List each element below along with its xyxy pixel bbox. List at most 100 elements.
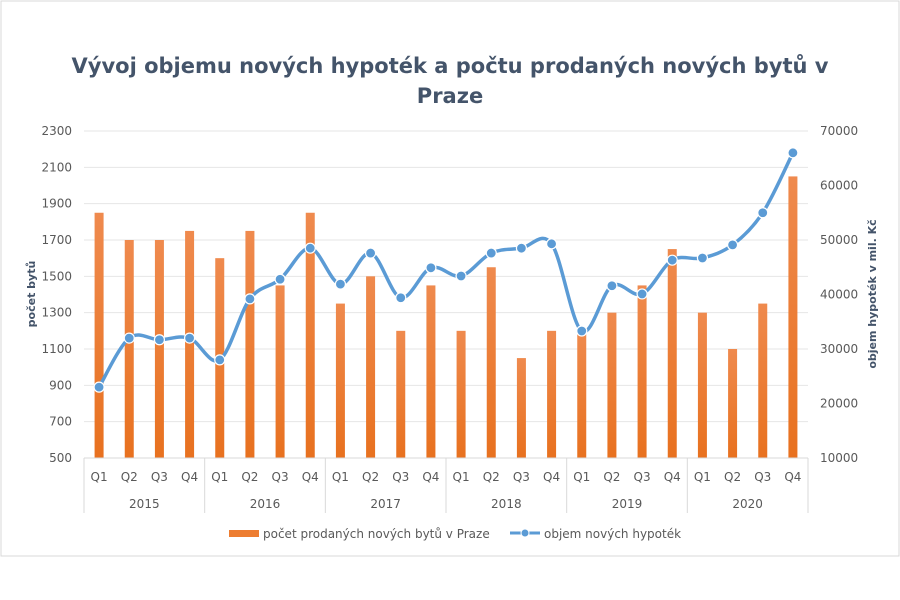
line-point [757,207,769,219]
y-right-tick-label: 50000 [820,233,858,247]
bar [516,358,526,458]
x-tick-quarter: Q1 [694,470,711,484]
x-tick-quarter: Q4 [181,470,198,484]
line-point [183,332,196,344]
y-right-tick-label: 40000 [820,288,858,302]
line-point [485,247,497,259]
line-point [606,280,618,292]
x-tick-quarter: Q2 [362,470,379,484]
legend-line-label: objem nových hypoték [544,527,681,541]
y-right-tick-label: 20000 [820,397,858,411]
x-tick-quarter: Q2 [724,470,741,484]
y-left-tick-label: 1300 [41,306,72,320]
line-point [636,288,648,300]
line-point [93,381,105,393]
bar [758,303,768,458]
x-tick-quarter: Q2 [121,470,138,484]
x-tick-quarter: Q3 [513,470,530,484]
y-right-tick-label: 10000 [820,451,858,465]
line-point [545,238,558,250]
x-tick-quarter: Q1 [332,470,349,484]
y-left-tick-label: 1900 [41,197,72,211]
x-tick-quarter: Q2 [483,470,500,484]
bar [396,330,406,458]
bar [366,276,376,458]
legend: počet prodaných nových bytů v Praze obje… [229,527,681,541]
x-tick-quarter: Q4 [664,470,681,484]
line-point [666,254,678,266]
line-point [334,278,347,290]
y-left-tick-label: 1500 [41,269,72,283]
y-left-tick-label: 700 [49,415,72,429]
x-tick-quarter: Q2 [241,470,258,484]
bar [335,303,345,458]
x-tick-year: 2020 [732,497,763,511]
line-point [726,239,739,251]
legend-bar-swatch [229,530,259,537]
bar [426,285,436,458]
line-point [787,147,799,159]
line-point [304,242,316,254]
x-tick-year: 2019 [612,497,643,511]
x-tick-quarter: Q3 [634,470,651,484]
bar [94,212,104,458]
legend-bar-label: počet prodaných nových bytů v Praze [263,527,490,541]
bar [486,267,496,458]
x-tick-quarter: Q4 [543,470,560,484]
x-tick-year: 2015 [129,497,160,511]
line-point [576,325,588,337]
bar [245,230,255,458]
line-point [244,293,256,305]
x-tick-quarter: Q4 [784,470,801,484]
x-tick-quarter: Q4 [422,470,439,484]
y-left-tick-label: 1700 [41,233,72,247]
line-point [425,262,437,274]
x-tick-year: 2016 [250,497,281,511]
x-tick-quarter: Q1 [573,470,590,484]
y-left-tick-label: 2300 [41,124,72,138]
bar [124,240,134,458]
line-point [153,334,166,346]
bar [305,212,315,458]
x-tick-quarter: Q1 [91,470,108,484]
line-point [274,273,286,285]
bar [728,349,738,458]
y-left-tick-label: 1100 [41,342,72,356]
bar [275,285,285,458]
line-point [515,242,528,254]
line-point [696,252,709,264]
x-tick-year: 2018 [491,497,522,511]
bar [637,285,647,458]
bar [185,230,195,458]
y-axis-right-title: objem hypoték v mil. Kč [866,219,879,368]
bar [547,330,557,458]
y-axis-left-title: počet bytů [25,261,38,328]
bar [697,312,707,458]
bar [607,312,617,458]
y-left-tick-label: 2100 [41,160,72,174]
y-right-tick-label: 60000 [820,179,858,193]
x-tick-year: 2017 [370,497,401,511]
chart-title-line-1: Vývoj objemu nových hypoték a počtu prod… [72,54,829,78]
x-tick-quarter: Q1 [453,470,470,484]
line-point [214,354,226,366]
x-tick-quarter: Q4 [302,470,319,484]
y-left-tick-label: 900 [49,378,72,392]
line-point [364,247,377,259]
chart-border [0,0,900,557]
x-tick-quarter: Q3 [151,470,168,484]
x-tick-quarter: Q3 [272,470,289,484]
y-right-tick-label: 30000 [820,342,858,356]
x-tick-quarter: Q2 [603,470,620,484]
chart-title-line-2: Praze [417,84,483,108]
line-point [455,270,467,282]
line-point [123,332,135,344]
bar [154,240,164,458]
bar [667,249,677,458]
x-tick-quarter: Q3 [392,470,409,484]
bar [577,330,587,458]
x-tick-quarter: Q1 [211,470,228,484]
bar [788,176,798,458]
legend-line-marker [520,528,530,538]
